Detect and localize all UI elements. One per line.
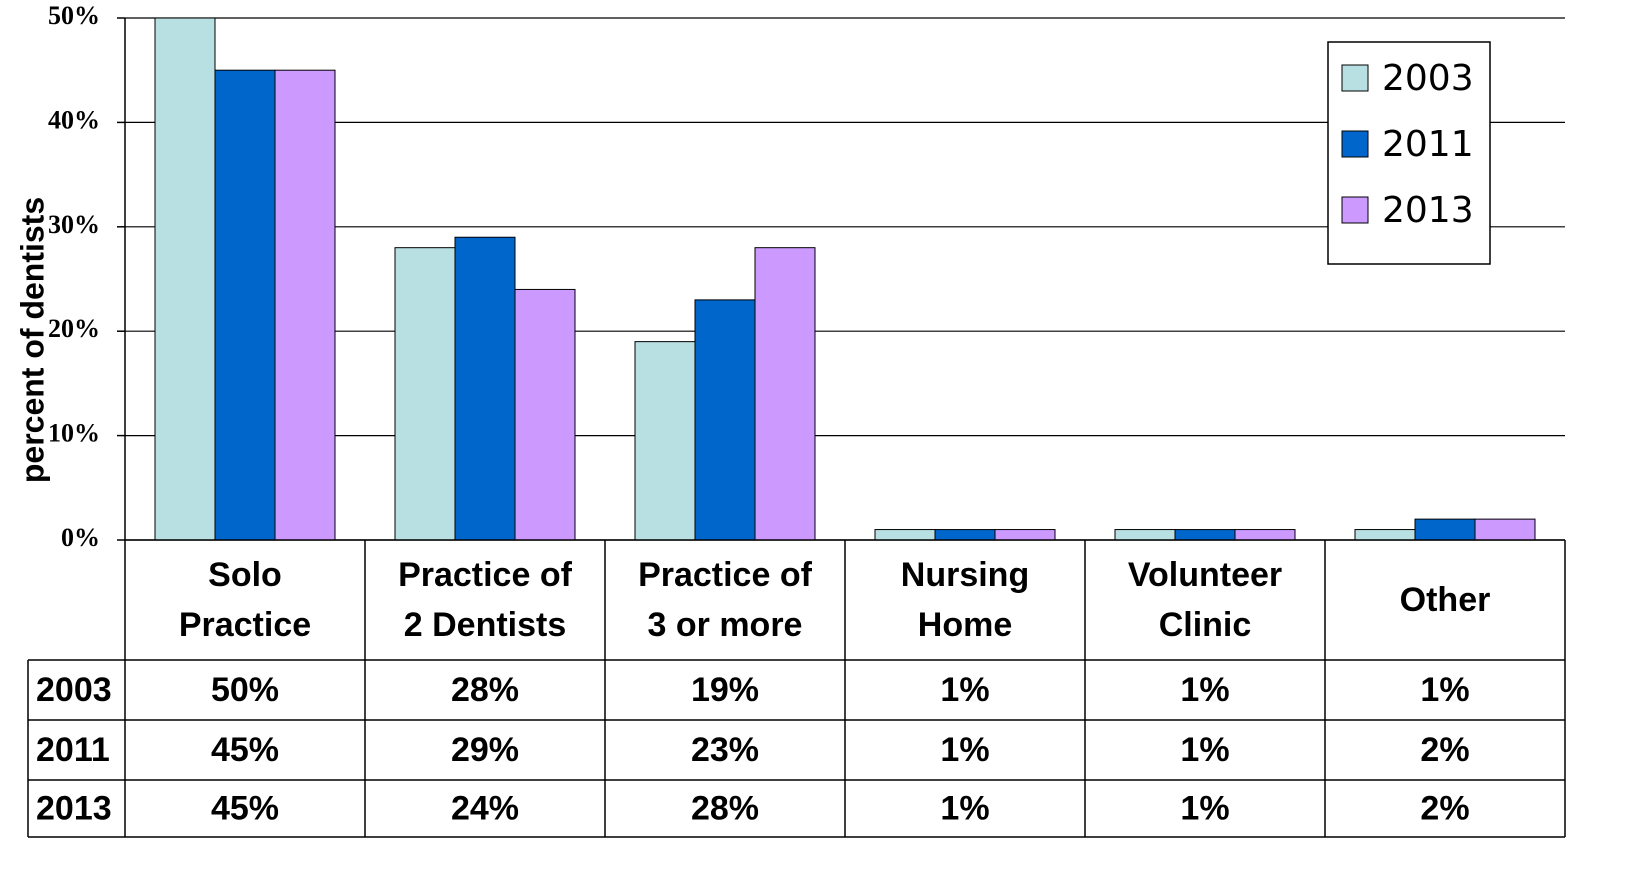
category-label: Solo Practice bbox=[178, 556, 312, 644]
row-label: 2013 bbox=[36, 789, 112, 827]
bar bbox=[1174, 529, 1236, 541]
bar bbox=[754, 247, 816, 541]
bar bbox=[454, 236, 516, 541]
table-cell: 1% bbox=[1180, 789, 1229, 827]
category-label: Volunteer Clinic bbox=[1127, 556, 1283, 644]
table-cell: 28% bbox=[451, 671, 519, 709]
bar bbox=[694, 299, 756, 541]
legend-swatch bbox=[1341, 64, 1369, 92]
legend-label: 2003 bbox=[1382, 58, 1474, 99]
bar bbox=[934, 529, 996, 541]
y-tick-label: 40% bbox=[48, 105, 100, 134]
bar bbox=[1114, 529, 1176, 541]
y-tick-label: 0% bbox=[61, 523, 100, 552]
category-label: Practice of 2 Dentists bbox=[398, 556, 572, 644]
category-label: Practice of 3 or more bbox=[638, 556, 812, 644]
table-cell: 1% bbox=[940, 789, 989, 827]
table-cell: 1% bbox=[940, 671, 989, 709]
table-cell: 45% bbox=[211, 789, 279, 827]
legend-label: 2011 bbox=[1382, 124, 1474, 165]
row-label: 2003 bbox=[36, 671, 112, 709]
table-cell: 1% bbox=[1180, 671, 1229, 709]
table-cell: 28% bbox=[691, 789, 759, 827]
table-cell: 29% bbox=[451, 731, 519, 769]
table-cell: 45% bbox=[211, 731, 279, 769]
bar bbox=[514, 288, 576, 541]
legend-label: 2013 bbox=[1382, 190, 1474, 231]
y-tick-label: 20% bbox=[48, 314, 100, 343]
table-cell: 2% bbox=[1420, 789, 1469, 827]
y-tick-label: 10% bbox=[48, 419, 100, 448]
category-label: Nursing Home bbox=[900, 556, 1030, 644]
legend-swatch bbox=[1341, 130, 1369, 158]
y-axis-title: percent of dentists bbox=[14, 197, 50, 483]
bar bbox=[214, 69, 276, 541]
table-cell: 19% bbox=[691, 671, 759, 709]
y-tick-label: 30% bbox=[48, 210, 100, 239]
bar bbox=[1234, 529, 1296, 541]
table-cell: 24% bbox=[451, 789, 519, 827]
table-cell: 1% bbox=[1420, 671, 1469, 709]
table-cell: 23% bbox=[691, 731, 759, 769]
row-label: 2011 bbox=[36, 731, 110, 769]
table-cell: 50% bbox=[211, 671, 279, 709]
table-cell: 1% bbox=[1180, 731, 1229, 769]
bar bbox=[154, 17, 216, 541]
bar bbox=[1474, 518, 1536, 541]
table-cell: 2% bbox=[1420, 731, 1469, 769]
bar bbox=[1354, 529, 1416, 541]
table-cell: 1% bbox=[940, 731, 989, 769]
category-label: Other bbox=[1399, 581, 1491, 619]
bar bbox=[994, 529, 1056, 541]
bar bbox=[634, 341, 696, 541]
legend-swatch bbox=[1341, 196, 1369, 224]
y-tick-label: 50% bbox=[48, 1, 100, 30]
bar bbox=[394, 247, 456, 541]
bar bbox=[274, 69, 336, 541]
bar bbox=[874, 529, 936, 541]
bar bbox=[1414, 518, 1476, 541]
